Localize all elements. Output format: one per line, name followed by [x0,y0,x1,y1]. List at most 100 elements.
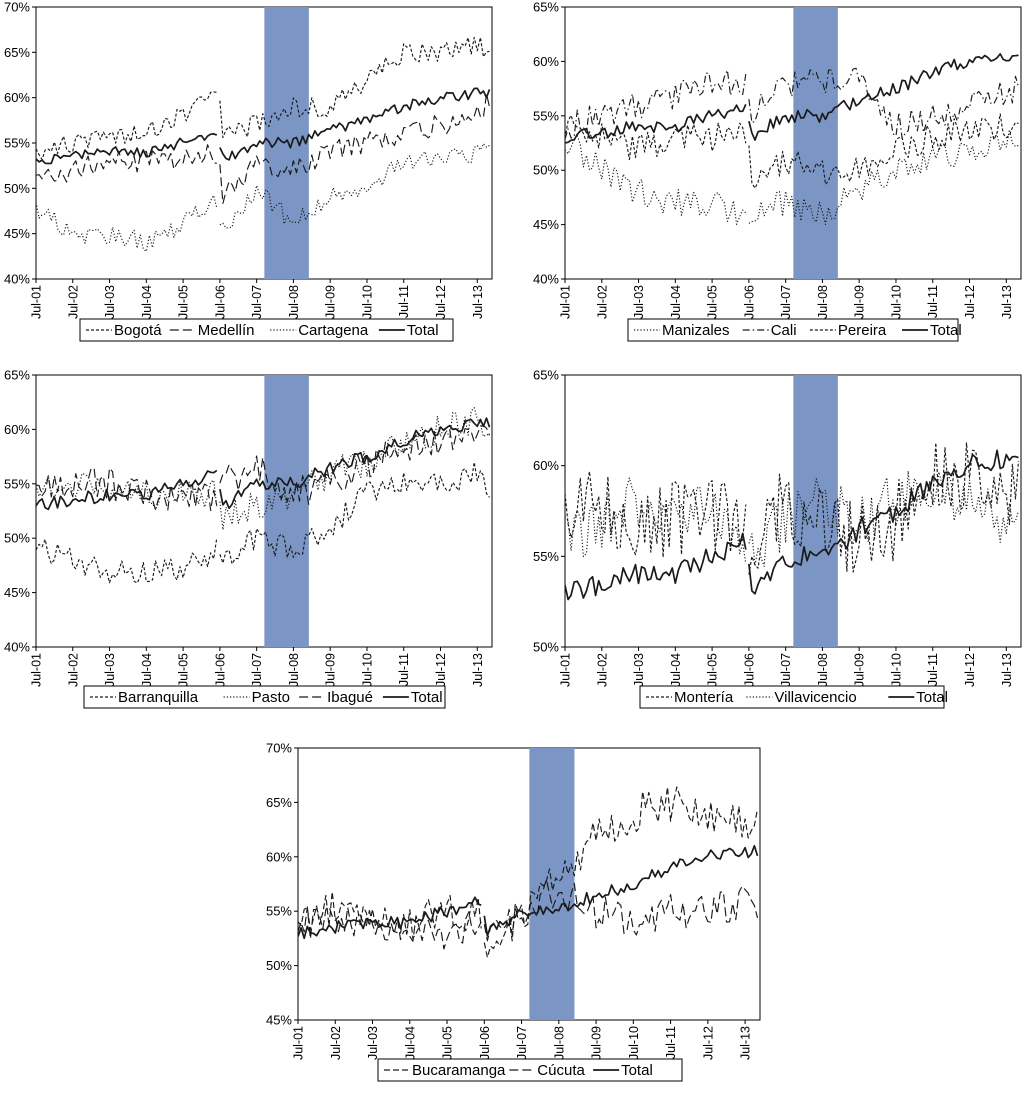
plot-area [297,747,761,1021]
series-line-total-1 [219,417,491,510]
x-tick-label: Jul-06 [742,285,756,319]
legend-label: Pasto [252,689,290,706]
legend-box [79,318,454,342]
y-tick-label: 55% [4,136,30,151]
series-line-villavicencio-1 [748,470,1020,567]
legend-label: Cartagena [298,322,369,339]
y-tick-label: 40% [4,272,30,287]
x-tick-label: Jul-01 [30,285,44,319]
x-tick-label: Jul-06 [213,653,227,687]
x-tick-label: Jul-03 [632,653,646,687]
x-tick-label: Jul-05 [706,653,720,687]
x-tick-label: Jul-13 [1000,653,1014,687]
y-tick-label: 65% [4,368,30,383]
legend-box [639,685,945,709]
x-tick-label: Jul-07 [515,1026,529,1060]
legend-label: Montería [674,689,734,706]
x-tick-label: Jul-01 [30,653,44,687]
x-tick-label: Jul-07 [779,653,793,687]
x-tick-label: Jul-08 [552,1026,566,1060]
x-tick-label: Jul-12 [434,653,448,687]
x-tick-label: Jul-07 [250,653,264,687]
y-tick-label: 50% [4,181,30,196]
y-tick-label: 55% [266,904,292,919]
x-tick-label: Jul-02 [66,285,80,319]
legend: Barranquilla Pasto Ibagué Total [83,685,446,709]
legend-label: Total [916,689,948,706]
x-tick-label: Jul-05 [177,653,191,687]
x-tick-label: Jul-11 [664,1026,678,1059]
series-line-medelln-1 [219,93,491,204]
legend-label: Cali [771,322,797,339]
series-line-pereira-1 [748,113,1019,189]
y-tick-label: 65% [266,795,292,810]
x-tick-label: Jul-09 [853,285,867,319]
x-tick-label: Jul-10 [360,653,374,687]
x-tick-label: Jul-02 [595,653,609,687]
x-tick-label: Jul-03 [366,1026,380,1060]
y-tick-label: 40% [4,640,30,655]
y-tick-label: 55% [4,476,30,491]
x-tick-label: Jul-08 [816,653,830,687]
x-tick-label: Jul-13 [1000,285,1014,319]
x-tick-label: Jul-12 [963,653,977,687]
series-line-manizales-1 [748,129,1019,225]
x-tick-label: Jul-09 [853,653,867,687]
y-tick-label: 65% [4,45,30,60]
x-tick-label: Jul-10 [627,1026,641,1060]
series-line-bogot-0 [36,91,217,161]
legend-label: Total [621,1062,653,1079]
x-tick-label: Jul-04 [669,285,683,319]
x-tick-label: Jul-05 [706,285,720,319]
series-line-cartagena-0 [36,194,218,252]
legend-label: Bucaramanga [412,1062,506,1079]
x-tick-label: Jul-02 [329,1026,343,1060]
y-tick-label: 65% [533,368,559,383]
y-tick-label: 70% [266,741,292,756]
legend-label: Total [411,689,443,706]
legend-label: Manizales [662,322,730,339]
series-line-montera-1 [748,442,1020,575]
x-tick-label: Jul-03 [103,285,117,319]
shaded-period [264,375,309,647]
series-line-ccuta-0 [298,905,482,950]
legend-label: Medellín [198,322,255,339]
x-tick-label: Jul-09 [324,653,338,687]
x-tick-label: Jul-04 [140,653,154,687]
legend-label: Barranquilla [118,689,199,706]
x-tick-label: Jul-13 [739,1026,753,1060]
series-line-cali-1 [748,67,1020,140]
series-line-total-0 [565,532,747,601]
x-tick-label: Jul-06 [742,653,756,687]
series-line-ibagu-0 [36,467,218,512]
chart-panel-middle-right: 65% 60% 55% 50%Jul-01 Jul-02 Jul-03 Jul-04 Jul-… [533,368,1022,709]
legend-label: Total [930,322,962,339]
legend: Manizales Cali Pereira Total [627,318,962,342]
y-tick-label: 60% [4,90,30,105]
y-tick-label: 45% [4,226,30,241]
series-line-ibagu-1 [219,424,491,505]
x-tick-label: Jul-12 [701,1026,715,1060]
y-tick-label: 50% [266,958,292,973]
series-line-total-1 [748,449,1019,595]
y-tick-label: 50% [533,640,559,655]
x-tick-label: Jul-10 [360,285,374,319]
chart-panel-top-left: 70% 65% 60% 55% 50% 45% 40%Jul-01 Jul-02 Jul-03 J… [4,0,493,342]
x-tick-label: Jul-06 [478,1026,492,1060]
legend-label: Ibagué [327,689,373,706]
series-line-cartagena-1 [219,143,490,229]
x-tick-label: Jul-11 [397,653,411,686]
x-tick-label: Jul-12 [963,285,977,319]
x-tick-label: Jul-10 [889,285,903,319]
series-line-montera-0 [565,470,747,558]
series-line-bucaramanga-0 [298,891,482,940]
x-tick-label: Jul-05 [177,285,191,319]
x-tick-label: Jul-04 [403,1026,417,1060]
x-tick-label: Jul-09 [324,285,338,319]
x-tick-label: Jul-09 [590,1026,604,1060]
legend: Montería Villavicencio Total [639,685,948,709]
y-tick-label: 60% [533,54,559,69]
x-tick-label: Jul-01 [559,653,573,687]
legend: Bogotá Medellín Cartagena Total [79,318,454,342]
